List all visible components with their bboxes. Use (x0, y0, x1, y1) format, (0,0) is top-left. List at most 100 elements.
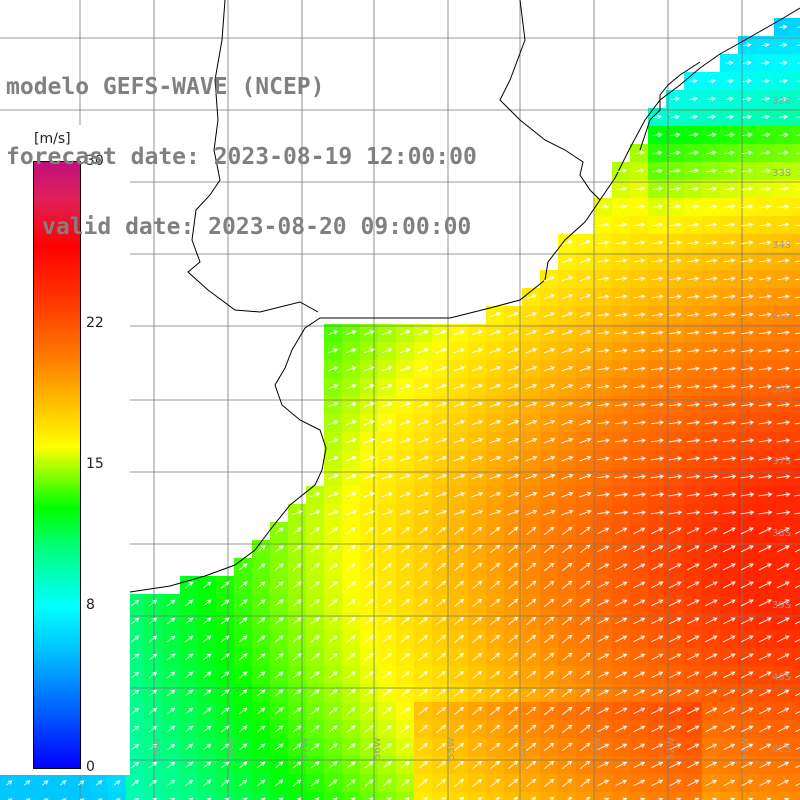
longitude-label: 54W (518, 737, 529, 760)
wind-arrow (596, 420, 610, 425)
colorbar-tick-label: 8 (86, 597, 95, 614)
wind-arrow (705, 779, 718, 786)
wind-arrow (310, 743, 320, 751)
wind-arrow (758, 330, 772, 335)
wind-arrow (489, 420, 502, 426)
wind-arrow (400, 617, 411, 625)
wind-arrow (597, 617, 610, 625)
latitude-label: 32S (772, 96, 791, 107)
wind-arrow (185, 617, 194, 625)
wind-arrow (759, 779, 772, 787)
wind-arrow (776, 545, 790, 553)
wind-arrow (418, 581, 429, 589)
wind-arrow (436, 580, 447, 589)
wind-arrow (149, 617, 158, 625)
wind-arrow (471, 330, 483, 336)
wind-speed-cell (540, 792, 559, 800)
wind-arrow (131, 779, 140, 786)
wind-arrow (706, 114, 717, 120)
wind-arrow (561, 491, 574, 498)
wind-arrow (381, 384, 393, 390)
wind-arrow (526, 634, 537, 643)
wind-arrow (256, 581, 266, 589)
wind-arrow (652, 114, 662, 120)
wind-arrow (741, 725, 754, 733)
wind-arrow (508, 580, 519, 589)
wind-arrow (723, 761, 736, 769)
wind-arrow (779, 60, 788, 66)
wind-arrow (597, 402, 610, 407)
wind-arrow (400, 743, 410, 751)
wind-arrow (400, 599, 411, 607)
wind-speed-cell (792, 558, 800, 577)
wind-arrow (740, 563, 754, 571)
wind-arrow (382, 617, 392, 625)
wind-arrow (346, 545, 356, 553)
wind-arrow (382, 527, 393, 535)
wind-arrow (776, 635, 790, 643)
wind-arrow (579, 330, 592, 336)
wind-arrow (399, 510, 412, 516)
wind-arrow (400, 563, 411, 571)
wind-arrow (633, 635, 646, 643)
wind-arrow (797, 44, 800, 46)
wind-arrow (615, 581, 628, 589)
wind-arrow (741, 294, 754, 299)
wind-arrow (131, 635, 140, 643)
wind-arrow (740, 456, 755, 461)
wind-speed-cell (612, 792, 631, 800)
wind-arrow (507, 366, 520, 372)
wind-arrow (704, 527, 718, 535)
wind-arrow (131, 599, 140, 607)
wind-arrow (777, 204, 790, 209)
wind-arrow (418, 526, 429, 535)
wind-arrow (260, 797, 266, 800)
wind-arrow (758, 348, 772, 353)
wind-arrow (777, 312, 790, 317)
wind-arrow (651, 653, 664, 661)
wind-arrow (777, 725, 790, 733)
wind-arrow (615, 617, 628, 625)
wind-arrow (778, 132, 789, 138)
wind-arrow (435, 366, 447, 372)
wind-speed-cell (360, 792, 379, 800)
wind-arrow (740, 617, 754, 625)
wind-speed-cell (162, 792, 181, 800)
wind-arrow (436, 760, 447, 769)
wind-arrow (490, 580, 501, 589)
wind-arrow (562, 688, 573, 697)
wind-arrow (759, 743, 772, 751)
wind-arrow (561, 562, 573, 572)
wind-speed-cell (792, 72, 800, 91)
wind-arrow (687, 635, 700, 643)
wind-arrow (725, 60, 734, 66)
wind-arrow (670, 96, 680, 102)
wind-arrow (669, 653, 682, 661)
wind-speed-cell (558, 792, 577, 800)
lagoon-path (639, 61, 701, 151)
wind-arrow (615, 671, 628, 679)
wind-arrow (149, 725, 158, 733)
wind-arrow (399, 348, 411, 354)
wind-arrow (256, 545, 266, 553)
wind-arrow (489, 402, 502, 408)
wind-arrow (310, 617, 320, 625)
wind-arrow (399, 384, 411, 390)
wind-arrow (776, 599, 790, 607)
wind-arrow (328, 653, 338, 661)
wind-arrow (777, 168, 790, 174)
wind-arrow (489, 384, 502, 390)
wind-arrow (381, 420, 393, 426)
wind-arrow (386, 797, 392, 800)
wind-arrow (95, 780, 103, 786)
wind-arrow (274, 599, 284, 607)
wind-arrow (615, 348, 628, 353)
wind-arrow (615, 258, 628, 263)
wind-arrow (453, 348, 465, 354)
wind-arrow (454, 526, 465, 535)
wind-arrow (364, 545, 374, 553)
wind-arrow (526, 778, 537, 787)
wind-arrow (794, 548, 800, 553)
longitude-label: 56W (372, 737, 383, 760)
